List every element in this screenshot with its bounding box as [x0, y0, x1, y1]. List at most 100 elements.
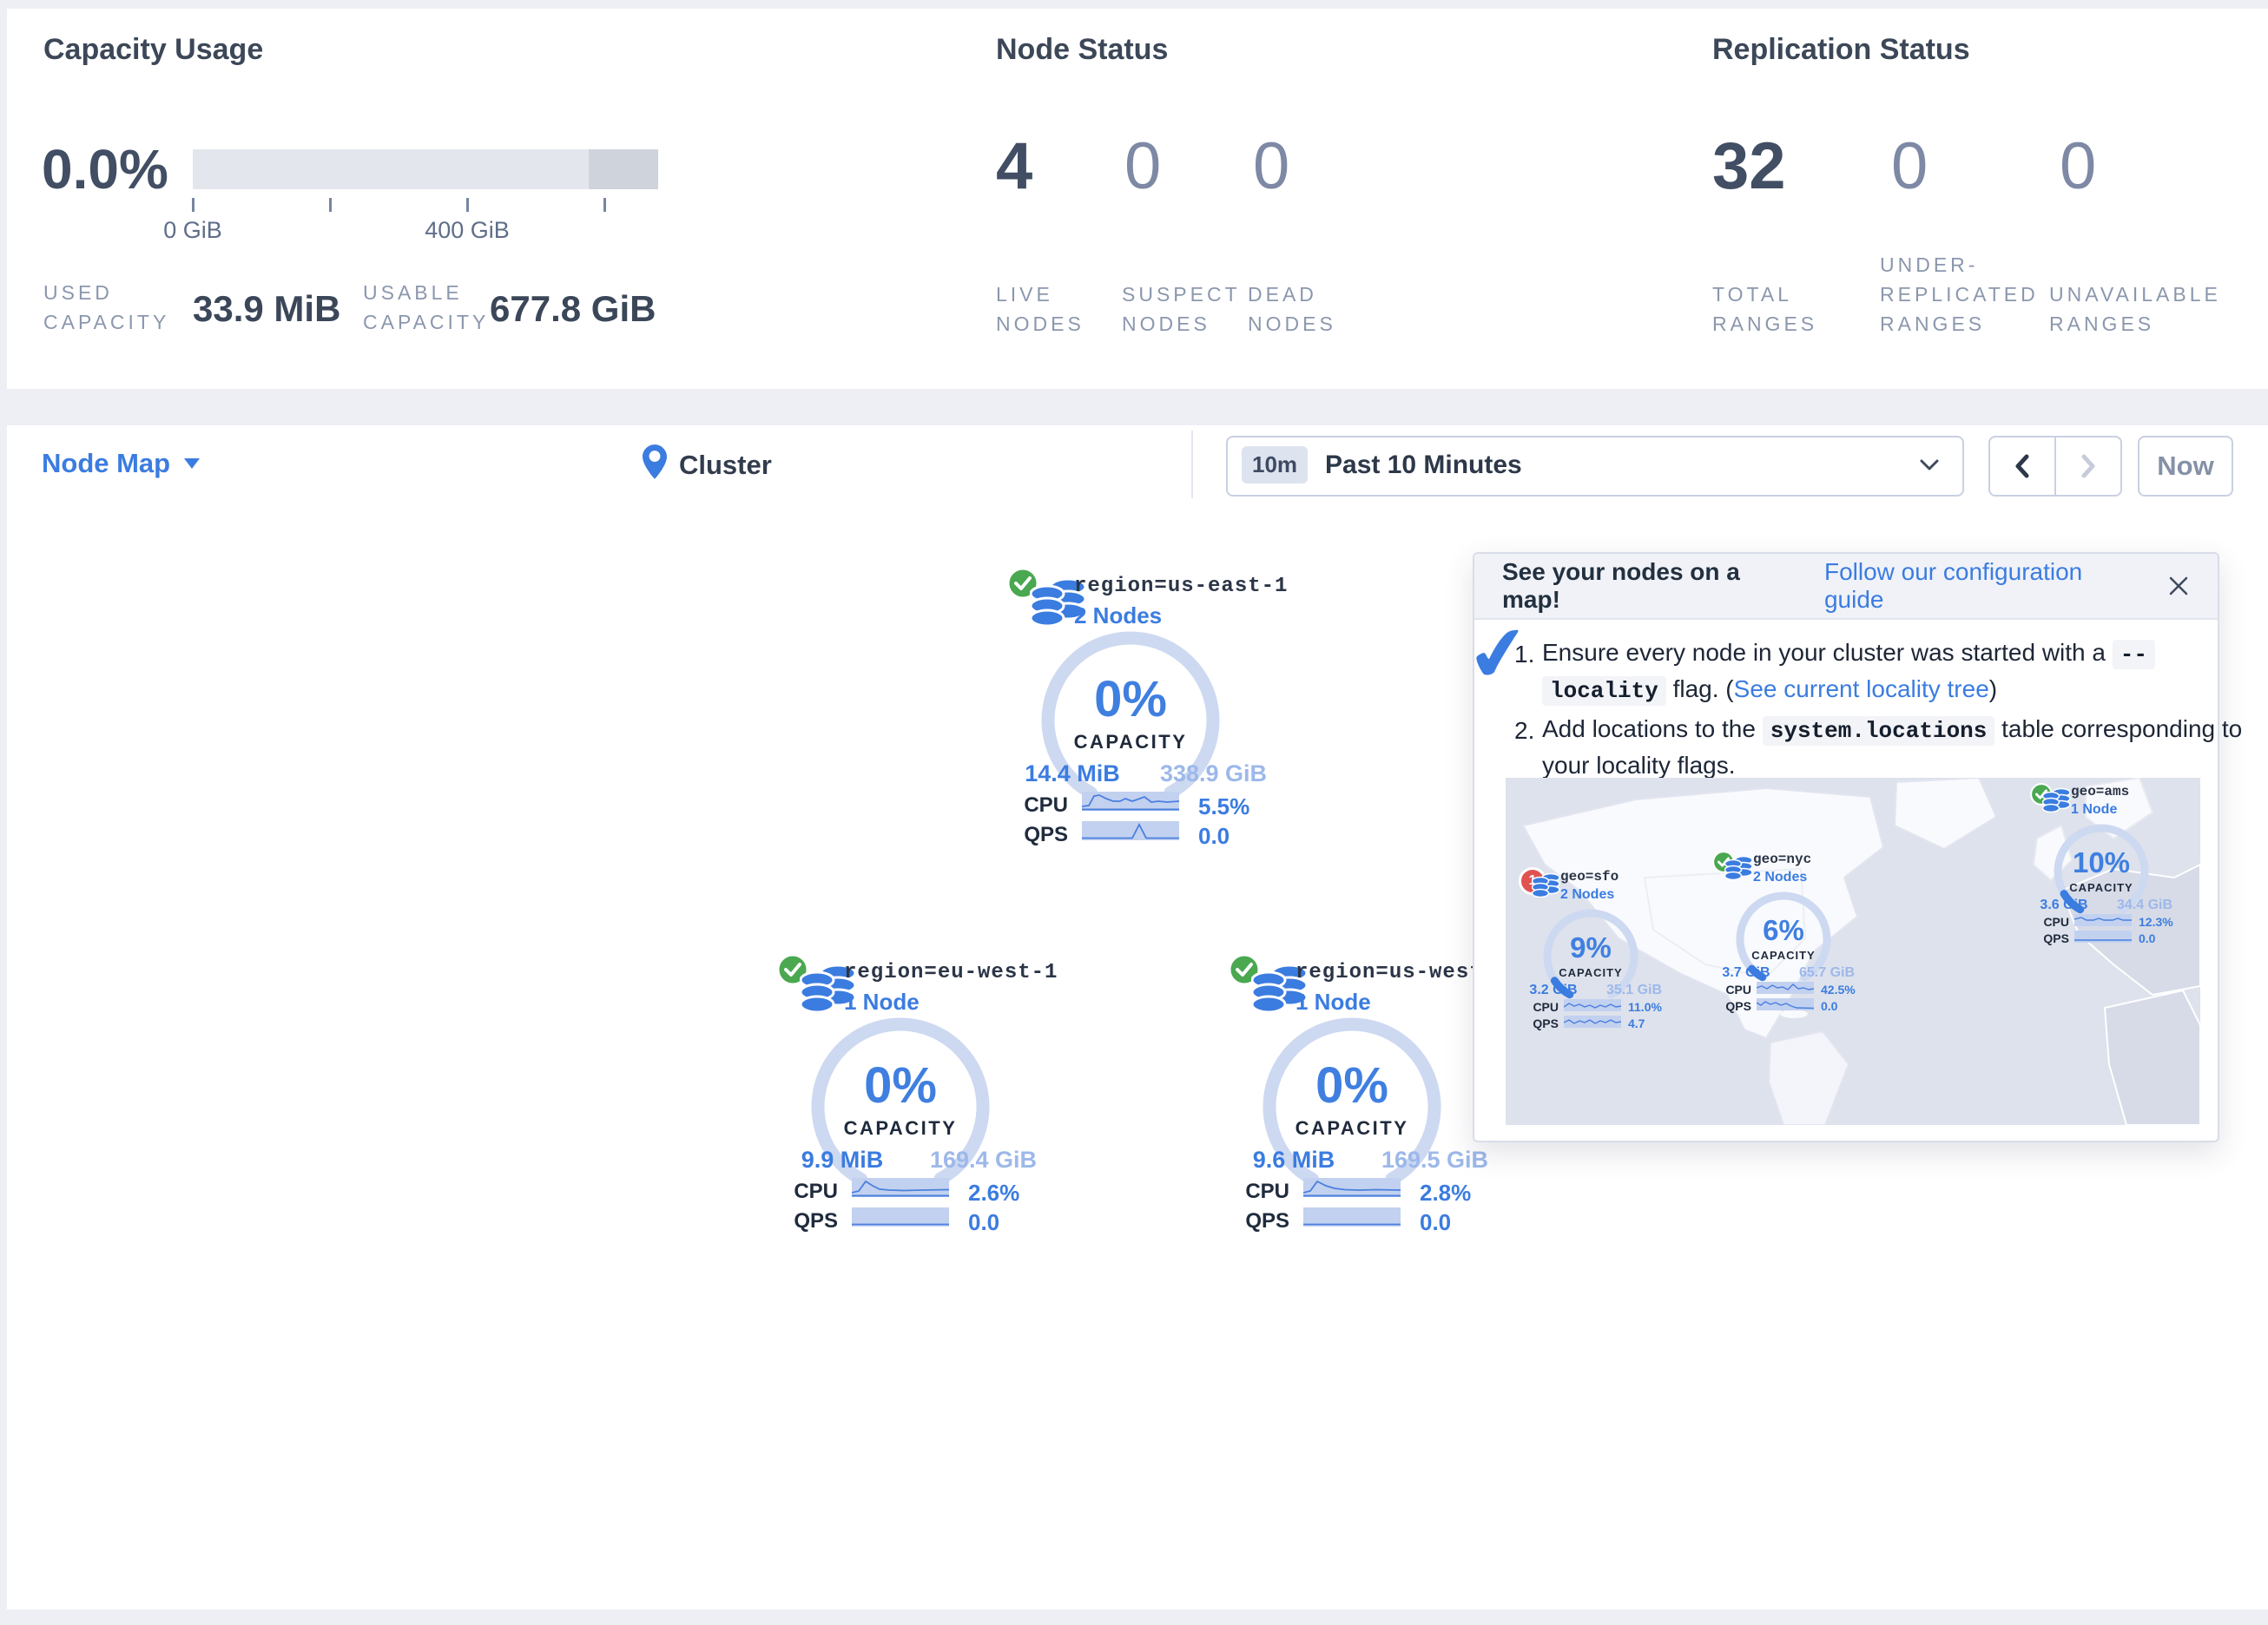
cpu-sparkline [2074, 914, 2132, 926]
step-text: your locality flags. [1542, 752, 1736, 779]
qps-value: 4.7 [1628, 1016, 1645, 1030]
axis-tick [603, 198, 606, 212]
configuration-guide-link[interactable]: Follow our configuration guide [1823, 558, 2083, 613]
instruction-step-1-line-1: Ensure every node in your cluster was st… [1542, 639, 2155, 669]
instruction-step-1-line-2: locality flag. (See current locality tre… [1542, 675, 1998, 706]
cluster-summary-bar: Capacity Usage 0.0% 0 GiB 400 GiB USED C… [7, 9, 2268, 389]
qps-sparkline [1757, 998, 1814, 1010]
cpu-label: CPU [794, 1180, 838, 1203]
chevron-down-icon [1920, 459, 1939, 470]
step-number: 1. [1514, 641, 1535, 668]
locality-name: geo=sfo [1560, 869, 1619, 885]
qps-sparkline [1564, 1016, 1621, 1028]
step-text: Add locations to the [1542, 715, 1763, 742]
region-card-us-west-1: region=us-west-1 1 Node 0% CAPACITY 9.6 … [1213, 952, 1543, 1247]
view-selector-dropdown[interactable]: Node Map [42, 448, 201, 479]
total-value: 169.4 GiB [929, 1147, 1038, 1173]
cpu-sparkline [1082, 792, 1179, 811]
suspect-nodes-value: 0 [1124, 129, 1162, 203]
cpu-sparkline [852, 1178, 949, 1197]
under-replicated-label: UNDER- REPLICATED RANGES [1880, 253, 2039, 335]
replication-status-title: Replication Status [1712, 33, 1970, 66]
qps-value: 0.0 [968, 1209, 1000, 1235]
time-forward-button[interactable] [2056, 438, 2120, 495]
qps-label: QPS [1024, 823, 1068, 846]
map-toolbar: Node Map Cluster 10m Past 10 Minutes Now [7, 425, 2268, 507]
axis-tick [192, 198, 194, 212]
region-card-eu-west-1: region=eu-west-1 1 Node 0% CAPACITY 9.9 … [761, 952, 1091, 1247]
capacity-label: CAPACITY [2069, 881, 2133, 894]
now-button[interactable]: Now [2138, 436, 2233, 497]
cpu-value: 12.3% [2139, 915, 2173, 929]
total-value: 34.4 GiB [2116, 898, 2173, 912]
used-capacity-label: USED CAPACITY [43, 281, 170, 333]
cpu-sparkline [1564, 999, 1621, 1011]
qps-sparkline [2074, 931, 2132, 943]
locality-tree-link[interactable]: See current locality tree [1733, 675, 1989, 702]
popup-title: See your nodes on a map! [1502, 558, 1740, 613]
view-selector-label: Node Map [42, 448, 171, 478]
region-nodes-link[interactable]: 1 Node [1296, 989, 1371, 1015]
code-chip: locality [1542, 676, 1666, 706]
database-icon [1724, 855, 1753, 880]
cpu-label: CPU [1533, 1000, 1559, 1014]
cpu-label: CPU [1725, 983, 1751, 997]
breadcrumb[interactable]: Cluster [679, 450, 772, 480]
region-nodes-link[interactable]: 1 Node [844, 989, 920, 1015]
cpu-value: 11.0% [1628, 1000, 1662, 1014]
cpu-label: CPU [1024, 793, 1068, 817]
time-range-dropdown[interactable]: 10m Past 10 Minutes [1226, 436, 1964, 497]
capacity-label: CAPACITY [843, 1117, 958, 1139]
time-range-badge: 10m [1242, 446, 1309, 484]
axis-tick [329, 198, 332, 212]
used-value: 14.4 MiB [1025, 760, 1120, 786]
usable-capacity-label: USABLE CAPACITY [363, 281, 490, 333]
unavailable-value: 0 [2060, 129, 2097, 203]
time-back-button[interactable] [1990, 438, 2056, 495]
toolbar-divider [1191, 431, 1193, 498]
capacity-bar-reserved-segment [589, 149, 658, 189]
step-text: ) [1988, 675, 1998, 702]
instruction-step-2-line-1: Add locations to the system.locations ta… [1542, 715, 2242, 746]
used-value: 9.9 MiB [801, 1147, 884, 1173]
capacity-label: CAPACITY [1295, 1117, 1409, 1139]
instruction-step-2-line-2: your locality flags. [1542, 752, 1736, 780]
locality-nodes-link[interactable]: 2 Nodes [1560, 887, 1615, 902]
dead-nodes-label: DEAD NODES [1248, 283, 1336, 335]
step-number: 2. [1514, 717, 1535, 744]
qps-sparkline [1303, 1207, 1401, 1227]
qps-value: 0.0 [1198, 823, 1230, 849]
database-icon [1532, 872, 1560, 898]
locality-nodes-link[interactable]: 2 Nodes [1753, 870, 1808, 885]
capacity-gauge [1543, 909, 1638, 1004]
chevron-right-icon [2081, 454, 2095, 478]
capacity-gauge [1736, 891, 1831, 987]
total-value: 338.9 GiB [1159, 760, 1268, 786]
usable-capacity-value: 677.8 GiB [490, 288, 656, 329]
capacity-percent: 0% [864, 1057, 937, 1114]
qps-sparkline [1082, 821, 1179, 840]
qps-label: QPS [1533, 1016, 1559, 1030]
capacity-usage-title: Capacity Usage [43, 33, 264, 66]
location-pin-icon [643, 444, 667, 479]
live-nodes-value: 4 [996, 129, 1033, 203]
popup-header: See your nodes on a map! Follow our conf… [1474, 554, 2218, 620]
capacity-gauge [2054, 824, 2149, 919]
region-card-us-east-1: region=us-east-1 2 Nodes 0% CAPACITY 14.… [992, 566, 1322, 861]
cpu-label: CPU [2043, 915, 2069, 929]
used-value: 3.2 GiB [1529, 983, 1578, 997]
used-value: 3.6 GiB [2040, 898, 2088, 912]
qps-value: 0.0 [1420, 1209, 1452, 1235]
total-ranges-value: 32 [1712, 129, 1786, 203]
cpu-value: 2.6% [968, 1180, 1020, 1206]
capacity-label: CAPACITY [1751, 949, 1816, 962]
cpu-label: CPU [1245, 1180, 1289, 1203]
close-icon[interactable] [2167, 575, 2190, 597]
locality-nodes-link[interactable]: 1 Node [2071, 802, 2118, 817]
step-done-check-icon: ✔ [1461, 609, 1536, 701]
step-text: Ensure every node in your cluster was st… [1542, 639, 2106, 666]
map-configuration-popup: See your nodes on a map! Follow our conf… [1462, 552, 2242, 1142]
time-step-buttons [1988, 436, 2122, 497]
region-nodes-link[interactable]: 2 Nodes [1074, 602, 1163, 628]
suspect-nodes-label: SUSPECT NODES [1122, 283, 1241, 335]
